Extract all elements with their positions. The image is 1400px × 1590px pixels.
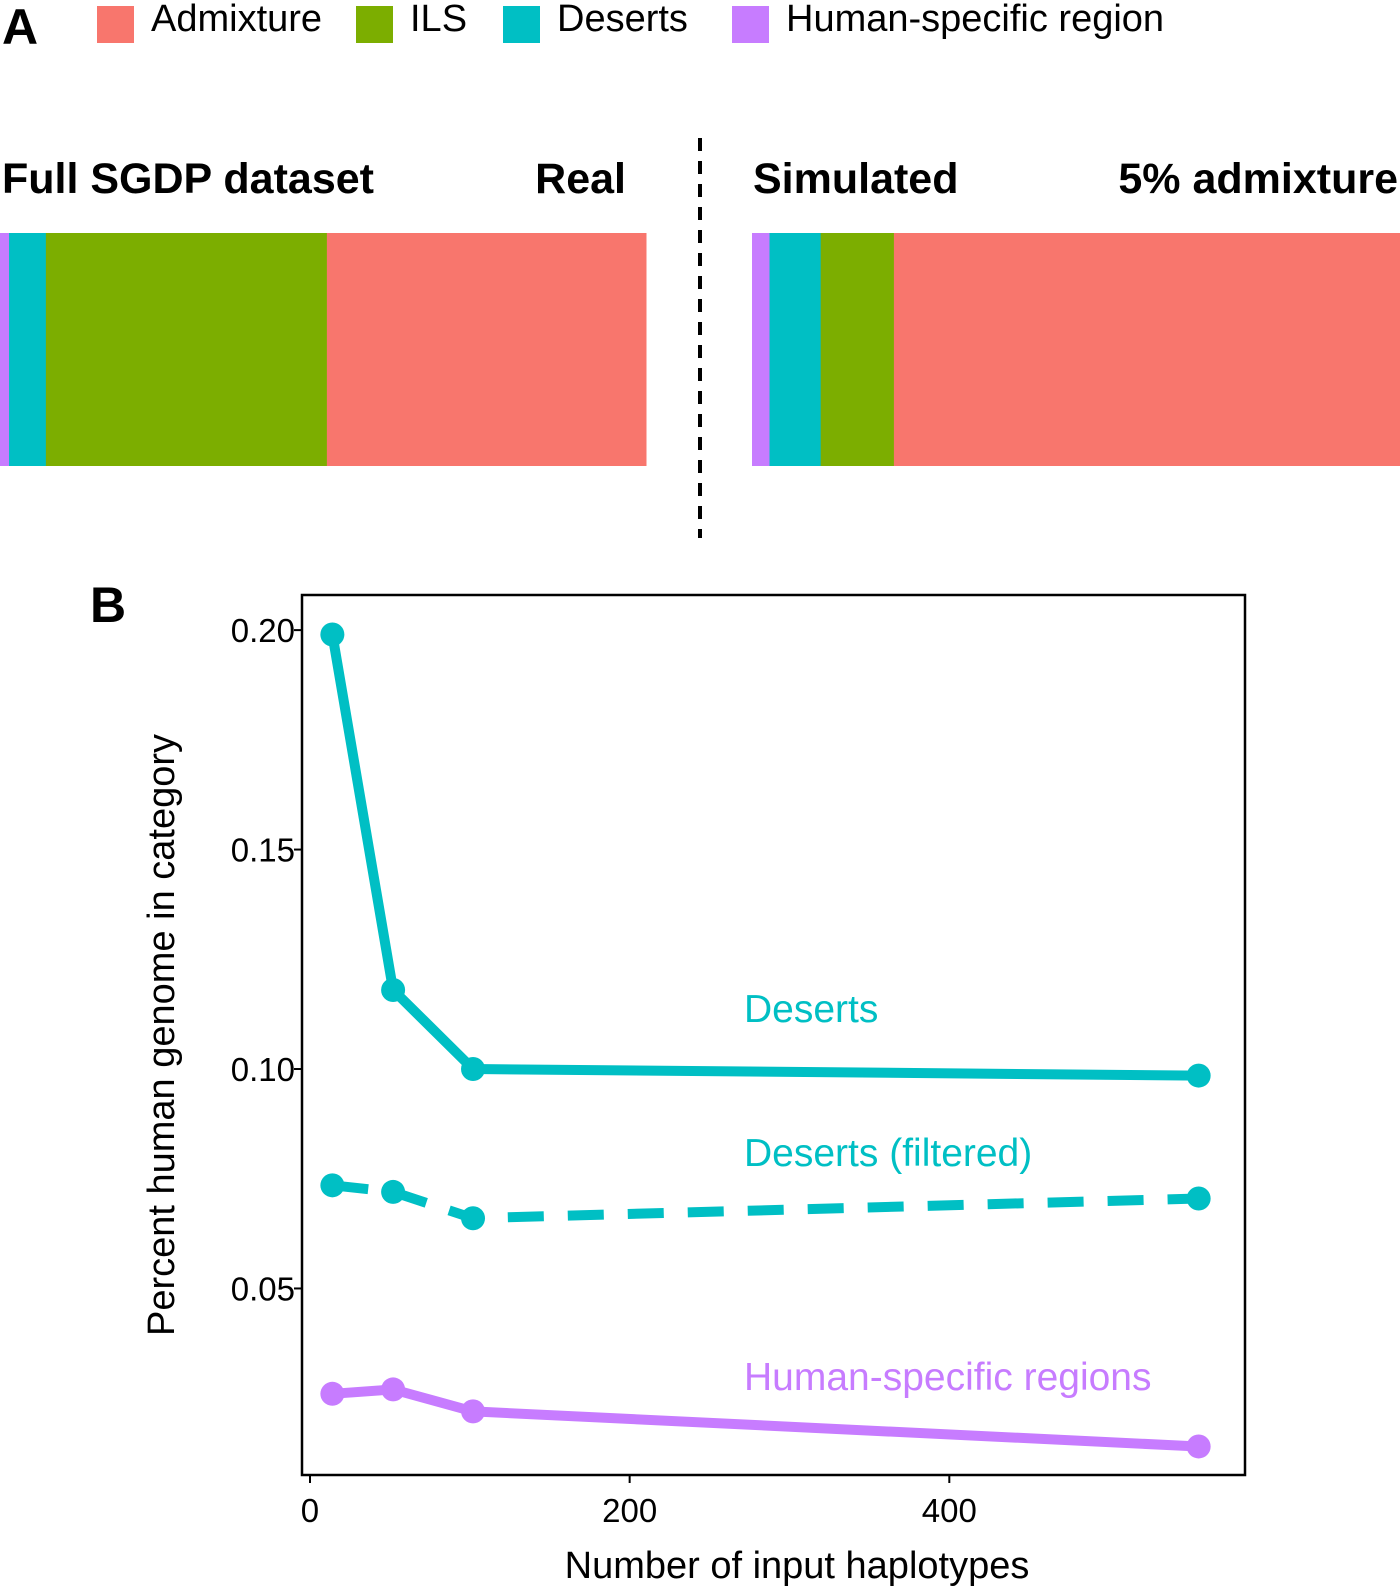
legend-swatch-human-specific-region — [732, 6, 769, 43]
bar-segment-real-ils — [45, 233, 328, 466]
y-tick-label: 0.15 — [231, 832, 295, 869]
legend-label-ils: ILS — [410, 0, 467, 40]
stacked-bars — [0, 233, 1400, 466]
data-point-deserts-filtered — [461, 1206, 486, 1231]
x-tick-label: 400 — [922, 1492, 977, 1529]
data-point-deserts — [320, 622, 345, 647]
data-point-human-specific-regions — [1186, 1434, 1211, 1459]
bar-segment-5-admixture-ils — [820, 233, 895, 466]
series-line-human-specific-regions — [332, 1384, 1199, 1452]
legend-swatch-ils — [356, 6, 393, 43]
x-tick-label: 0 — [301, 1492, 319, 1529]
data-point-deserts-filtered — [320, 1173, 345, 1198]
legend-label-human-specific-region: Human-specific region — [786, 0, 1164, 40]
axes: 0.05 0.10 0.15 0.20 0 200 400 — [231, 612, 977, 1529]
bar-title-real-dataset: Full SGDP dataset — [2, 155, 374, 203]
series-line-deserts-filtered — [331, 1180, 1199, 1224]
series-line-deserts — [327, 633, 1199, 1081]
y-axis-title: Percent human genome in category — [141, 734, 183, 1336]
bar-segment-5-admixture-admixture — [893, 233, 1400, 466]
series-label-human-specific-regions: Human-specific regions — [744, 1356, 1152, 1399]
plot-frame — [300, 593, 1247, 1477]
y-tick-label: 0.10 — [231, 1051, 295, 1088]
y-tick-label: 0.20 — [231, 612, 295, 649]
series-lines — [320, 622, 1211, 1459]
series-label-deserts-filtered: Deserts (filtered) — [744, 1132, 1032, 1175]
x-axis-title: Number of input haplotypes — [565, 1545, 1030, 1587]
bar-title-simulated: Simulated — [753, 155, 959, 203]
legend-label-admixture: Admixture — [151, 0, 322, 40]
panel-b-label: B — [90, 577, 126, 633]
y-tick-label: 0.05 — [231, 1270, 295, 1307]
legend-label-deserts: Deserts — [557, 0, 688, 40]
legend-swatch-deserts — [503, 6, 540, 43]
bar-segment-real-deserts — [9, 233, 47, 466]
data-point-human-specific-regions — [461, 1399, 486, 1424]
data-point-deserts — [381, 978, 406, 1003]
x-tick-label: 200 — [602, 1492, 657, 1529]
data-point-deserts — [461, 1057, 486, 1082]
bar-tag-real: Real — [535, 155, 626, 203]
panel-a-label: A — [2, 0, 38, 55]
data-point-human-specific-regions — [381, 1377, 406, 1402]
data-point-deserts-filtered — [1186, 1186, 1211, 1211]
bar-segment-real-admixture — [326, 233, 647, 466]
bar-segment-5-admixture-human-specific-region — [752, 233, 770, 466]
bar-tag-admixture-level: 5% admixture — [1118, 155, 1398, 203]
bar-segment-real-human-specific-region — [0, 233, 10, 466]
bar-segment-5-admixture-deserts — [769, 233, 822, 466]
legend: Admixture ILS Deserts Human-specific region — [97, 0, 1164, 43]
legend-swatch-admixture — [97, 6, 134, 43]
data-point-deserts — [1186, 1063, 1211, 1088]
data-point-human-specific-regions — [320, 1381, 345, 1406]
data-point-deserts-filtered — [381, 1179, 406, 1204]
series-label-deserts: Deserts — [744, 988, 878, 1031]
